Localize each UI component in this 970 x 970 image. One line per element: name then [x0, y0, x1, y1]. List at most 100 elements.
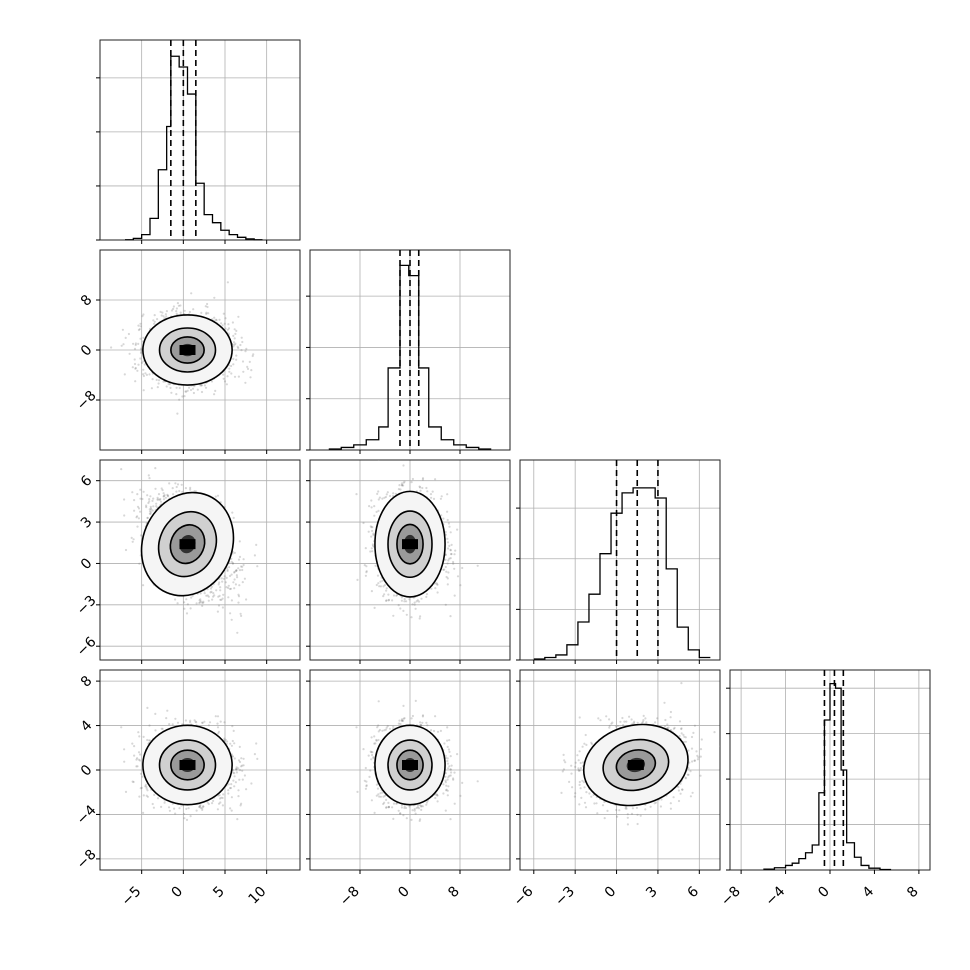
scatter-point: [121, 328, 124, 331]
scatter-point: [228, 574, 232, 578]
scatter-point: [225, 576, 228, 580]
scatter-point: [230, 573, 233, 576]
scatter-point: [205, 312, 208, 315]
scatter-point: [222, 373, 225, 376]
scatter-point: [134, 342, 137, 345]
scatter-point: [142, 490, 145, 493]
scatter-point: [224, 327, 227, 330]
scatter-point: [157, 379, 161, 382]
scatter-panel-2-0: [96, 459, 301, 664]
scatter-point: [198, 599, 201, 602]
scatter-point: [214, 389, 217, 392]
scatter-point: [251, 354, 254, 358]
scatter-point: [142, 360, 145, 363]
scatter-point: [231, 562, 234, 565]
scatter-point: [418, 485, 421, 488]
scatter-point: [430, 587, 433, 590]
scatter-point: [190, 596, 193, 599]
scatter-point: [227, 327, 231, 330]
scatter-point: [232, 363, 235, 366]
scatter-point: [374, 564, 377, 567]
scatter-point: [148, 508, 151, 511]
scatter-point: [356, 578, 359, 582]
scatter-point: [174, 482, 177, 485]
scatter-point: [244, 350, 247, 353]
scatter-point: [164, 496, 167, 499]
scatter-point: [145, 373, 148, 376]
scatter-point: [123, 498, 126, 501]
scatter-point: [122, 343, 125, 346]
scatter-point: [131, 540, 134, 543]
scatter-point: [154, 467, 157, 470]
scatter-point: [217, 595, 220, 598]
scatter-point: [440, 514, 443, 517]
scatter-point: [221, 597, 224, 600]
scatter-point: [222, 593, 225, 596]
scatter-point: [132, 342, 135, 345]
scatter-point: [233, 375, 237, 378]
scatter-point: [227, 586, 230, 590]
scatter-point: [213, 393, 216, 396]
scatter-point: [203, 592, 206, 595]
scatter-point: [202, 600, 205, 603]
scatter-point: [220, 598, 223, 602]
scatter-point: [223, 322, 226, 325]
scatter-point: [156, 386, 159, 389]
scatter-point: [217, 604, 221, 607]
scatter-point: [148, 373, 151, 376]
scatter-point: [235, 569, 238, 572]
scatter-point: [235, 358, 238, 361]
scatter-point: [189, 388, 193, 392]
scatter-point: [212, 595, 215, 598]
scatter-point: [147, 474, 150, 477]
scatter-point: [192, 308, 195, 311]
scatter-point: [232, 581, 235, 584]
scatter-panel-1-0-contour-0: [142, 314, 233, 386]
scatter-point: [136, 515, 139, 518]
scatter-point: [133, 358, 136, 361]
scatter-point: [233, 571, 236, 574]
scatter-point: [142, 374, 145, 378]
scatter-point: [370, 499, 373, 502]
scatter-point: [237, 315, 240, 318]
scatter-point: [189, 607, 192, 610]
scatter-point: [440, 495, 443, 498]
scatter-point: [162, 495, 166, 498]
histogram-panel-2: [516, 459, 721, 664]
scatter-point: [227, 323, 230, 326]
scatter-point: [235, 569, 238, 573]
scatter-point: [142, 584, 145, 587]
scatter-point: [250, 369, 253, 372]
scatter-point: [245, 598, 248, 601]
scatter-point: [231, 562, 235, 565]
scatter-point: [376, 574, 380, 577]
scatter-point: [220, 322, 223, 325]
scatter-point: [183, 309, 186, 312]
scatter-point: [134, 380, 137, 383]
scatter-point: [189, 486, 192, 489]
scatter-point: [226, 375, 229, 378]
scatter-point: [165, 310, 168, 313]
scatter-point: [224, 317, 227, 320]
scatter-point: [142, 389, 145, 392]
scatter-point: [400, 599, 403, 602]
scatter-point: [206, 305, 209, 309]
scatter-point: [157, 493, 161, 496]
scatter-point: [241, 340, 244, 344]
scatter-point: [166, 494, 170, 497]
scatter-point: [131, 491, 134, 494]
scatter-point: [166, 495, 170, 498]
scatter-point: [139, 488, 142, 491]
scatter-point: [195, 602, 198, 605]
scatter-point: [146, 516, 149, 519]
scatter-point: [210, 590, 213, 594]
scatter-point: [176, 483, 180, 486]
scatter-point: [150, 387, 153, 390]
scatter-point: [228, 587, 232, 591]
scatter-point: [156, 496, 159, 499]
scatter-point: [170, 391, 173, 394]
scatter-point: [200, 390, 204, 394]
scatter-point: [453, 594, 456, 597]
scatter-point: [228, 367, 231, 370]
scatter-point: [230, 560, 233, 564]
